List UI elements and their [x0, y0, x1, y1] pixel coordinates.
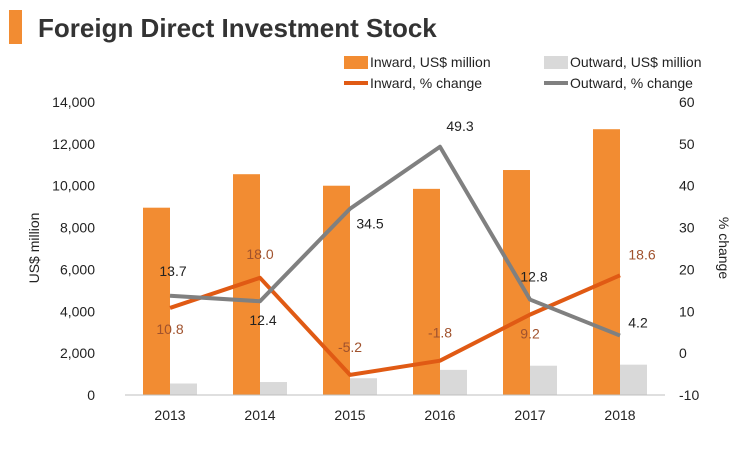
data-label-outward-pct: 12.8: [520, 269, 547, 285]
data-label-inward-pct: -5.2: [338, 339, 362, 355]
data-label-outward-pct: 13.7: [159, 263, 186, 279]
bar-outward: [620, 364, 647, 395]
y-axis-ticks: 0 2,000 4,000 6,000 8,000 10,000 12,000 14,000: [52, 94, 95, 403]
data-label-inward-pct: 18.6: [628, 246, 655, 262]
line-labels-layer: 10.8 18.0 -5.2 -1.8 9.2 18.6 13.7 12.4 34.5 49.3 1…: [156, 118, 655, 355]
y2-tick-label: 30: [679, 220, 695, 236]
y2-tick-label: -10: [679, 387, 699, 403]
data-label-outward-pct: 34.5: [356, 216, 383, 232]
legend-swatch-outward-bar: [544, 56, 568, 69]
data-label-inward-pct: 10.8: [156, 321, 183, 337]
title-accent-bar: [9, 10, 22, 44]
bar-outward: [530, 365, 557, 395]
y2-tick-label: 0: [679, 345, 687, 361]
data-label-outward-pct: 4.2: [628, 315, 648, 331]
data-label-inward-pct: 18.0: [246, 246, 273, 262]
y2-axis-ticks: -10 0 10 20 30 40 50 60: [679, 94, 699, 403]
bar-inward: [143, 207, 170, 395]
bar-outward: [170, 383, 197, 395]
x-tick-label: 2017: [514, 407, 545, 423]
legend: Inward, US$ million Outward, US$ million…: [344, 54, 702, 91]
y2-tick-label: 20: [679, 261, 695, 277]
legend-label-outward-line: Outward, % change: [570, 75, 693, 91]
y-tick-label: 10,000: [52, 178, 95, 194]
y-axis-title: US$ million: [26, 213, 42, 284]
legend-label-inward-bar: Inward, US$ million: [370, 54, 491, 70]
y2-tick-label: 40: [679, 178, 695, 194]
y2-axis-title: % change: [716, 217, 732, 279]
bar-inward: [503, 170, 530, 395]
y-tick-label: 6,000: [60, 261, 95, 277]
lines-layer: [169, 144, 621, 377]
bar-inward: [323, 185, 350, 395]
bar-outward: [260, 382, 287, 395]
legend-label-outward-bar: Outward, US$ million: [570, 54, 702, 70]
line-inward-pct: [169, 273, 621, 377]
y-tick-label: 0: [87, 387, 95, 403]
data-label-outward-pct: 12.4: [249, 312, 276, 328]
y-tick-label: 2,000: [60, 345, 95, 361]
y2-tick-label: 10: [679, 303, 695, 319]
chart-title: Foreign Direct Investment Stock: [38, 13, 437, 43]
y-tick-label: 8,000: [60, 220, 95, 236]
data-label-inward-pct: -1.8: [428, 325, 452, 341]
y-tick-label: 4,000: [60, 303, 95, 319]
x-tick-label: 2018: [604, 407, 635, 423]
legend-swatch-inward-bar: [344, 56, 368, 69]
data-label-inward-pct: 9.2: [520, 326, 540, 342]
line-outward-pct: [169, 144, 621, 338]
bar-outward: [440, 369, 467, 395]
bars-layer: [143, 129, 647, 395]
x-tick-label: 2016: [424, 407, 455, 423]
y2-tick-label: 50: [679, 136, 695, 152]
y2-tick-label: 60: [679, 94, 695, 110]
x-axis-ticks: 2013 2014 2015 2016 2017 2018: [154, 407, 635, 423]
data-label-outward-pct: 49.3: [446, 118, 473, 134]
bar-inward: [593, 129, 620, 395]
legend-label-inward-line: Inward, % change: [370, 75, 482, 91]
y-tick-label: 14,000: [52, 94, 95, 110]
x-tick-label: 2015: [334, 407, 365, 423]
x-tick-label: 2013: [154, 407, 185, 423]
bar-outward: [350, 378, 377, 395]
y-tick-label: 12,000: [52, 136, 95, 152]
x-tick-label: 2014: [244, 407, 275, 423]
